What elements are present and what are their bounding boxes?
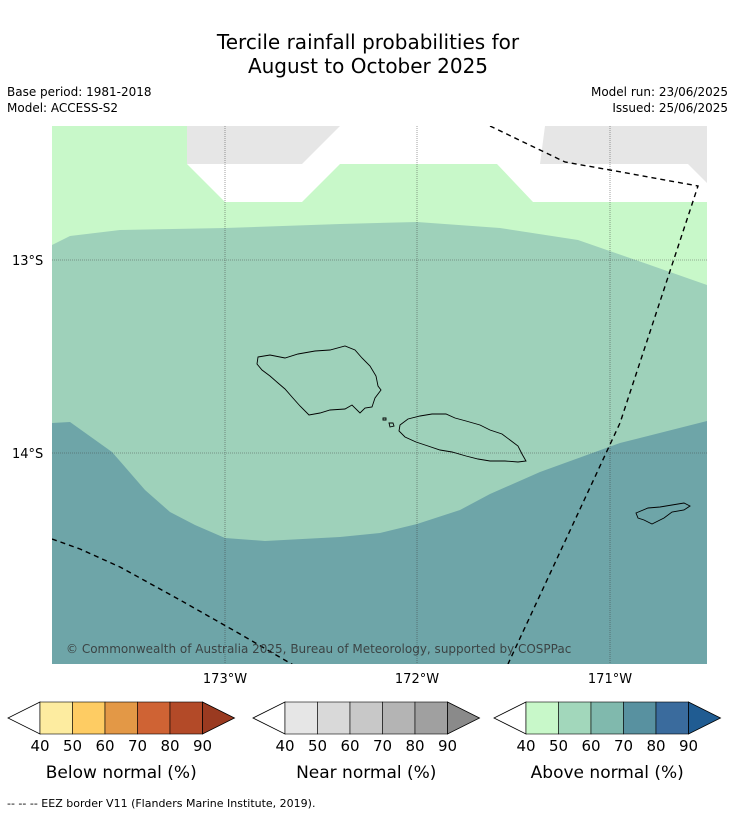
near-normal-tick-label: 80 xyxy=(405,737,424,755)
lon-label-172w: 172°W xyxy=(395,672,439,687)
near-normal-colorbar-segment xyxy=(382,701,416,735)
above-normal-colorbar-arrow-high xyxy=(688,701,722,735)
apolima-islet xyxy=(388,422,395,428)
savaii-island xyxy=(256,345,382,416)
graticule xyxy=(52,126,707,664)
title-line-1: Tercile rainfall probabilities for xyxy=(216,30,520,54)
above-normal-colorbar-segment xyxy=(623,701,657,735)
below-normal-tick-label: 40 xyxy=(30,737,49,755)
map-figure: © Commonwealth of Australia 2025, Bureau… xyxy=(7,126,722,783)
below-normal-tick-label: 60 xyxy=(95,737,114,755)
below-normal-colorbar-segment xyxy=(39,701,73,735)
eez-border xyxy=(52,126,699,664)
near-normal-tick-label: 60 xyxy=(340,737,359,755)
copyright-text: © Commonwealth of Australia 2025, Bureau… xyxy=(66,642,571,656)
below-normal-colorbar-segment xyxy=(169,701,203,735)
below-normal-tick-label: 50 xyxy=(63,737,82,755)
near-normal-colorbar-segment xyxy=(414,701,448,735)
near-normal-tick-label: 90 xyxy=(438,737,457,755)
model-run: Model run: 23/06/2025 xyxy=(590,85,728,99)
metadata-right: Model run: 23/06/2025 Issued: 25/06/2025 xyxy=(591,84,728,116)
region-near-normal-40-50-east xyxy=(540,126,707,183)
below-normal-colorbar-segment xyxy=(72,701,106,735)
below-normal-colorbar-segment xyxy=(137,701,171,735)
below-normal-colorbar-title: Below normal (%) xyxy=(46,763,197,783)
above-normal-tick-label: 70 xyxy=(614,737,633,755)
region-above-normal-70-80 xyxy=(52,421,707,664)
below-normal-tick-label: 90 xyxy=(193,737,212,755)
metadata-left: Base period: 1981-2018 Model: ACCESS-S2 xyxy=(7,84,152,116)
lat-label-13s: 13°S xyxy=(12,254,43,269)
upolu-island xyxy=(398,413,527,463)
near-normal-colorbar-arrow-high xyxy=(447,701,481,735)
above-normal-colorbar-segment xyxy=(558,701,592,735)
above-normal-colorbar-segment xyxy=(590,701,624,735)
below-normal-tick-label: 80 xyxy=(160,737,179,755)
above-normal-tick-label: 40 xyxy=(516,737,535,755)
colorbar-legends: 40 50 60 70 80 90 Below normal (%) 40 50 60 70 80 90… xyxy=(7,701,722,783)
above-normal-colorbar-arrow-low xyxy=(493,701,527,735)
below-normal-colorbar-arrow-low xyxy=(7,701,41,735)
below-normal-colorbar-segment xyxy=(104,701,138,735)
near-normal-colorbar-segment xyxy=(284,701,318,735)
lon-label-173w: 173°W xyxy=(203,672,247,687)
manono-islet xyxy=(382,417,387,421)
map-area: © Commonwealth of Australia 2025, Bureau… xyxy=(52,126,707,664)
above-normal-tick-label: 50 xyxy=(549,737,568,755)
near-normal-colorbar-title: Near normal (%) xyxy=(296,763,436,783)
near-normal-colorbar-segment xyxy=(317,701,351,735)
near-normal-tick-label: 40 xyxy=(275,737,294,755)
eez-footnote: -- -- -- EEZ border V11 (Flanders Marine… xyxy=(7,797,316,810)
above-normal-tick-label: 90 xyxy=(679,737,698,755)
near-normal-tick-label: 50 xyxy=(308,737,327,755)
title-line-2: August to October 2025 xyxy=(247,54,489,78)
lon-label-171w: 171°W xyxy=(588,672,632,687)
below-normal-colorbar-arrow-high xyxy=(202,701,236,735)
above-normal-colorbar-segment xyxy=(655,701,689,735)
above-normal-colorbar-segment xyxy=(525,701,559,735)
base-period: Base period: 1981-2018 xyxy=(7,85,152,99)
lat-label-14s: 14°S xyxy=(12,447,43,462)
model-name: Model: ACCESS-S2 xyxy=(7,101,119,115)
near-normal-colorbar-arrow-low xyxy=(252,701,286,735)
above-normal-tick-label: 60 xyxy=(581,737,600,755)
issued-date: Issued: 25/06/2025 xyxy=(612,101,728,115)
near-normal-colorbar-segment xyxy=(349,701,383,735)
map-title: Tercile rainfall probabilities for Augus… xyxy=(0,30,736,78)
tutuila-island xyxy=(635,502,691,525)
above-normal-tick-label: 80 xyxy=(646,737,665,755)
below-normal-tick-label: 70 xyxy=(128,737,147,755)
above-normal-colorbar-title: Above normal (%) xyxy=(531,763,684,783)
near-normal-tick-label: 70 xyxy=(373,737,392,755)
